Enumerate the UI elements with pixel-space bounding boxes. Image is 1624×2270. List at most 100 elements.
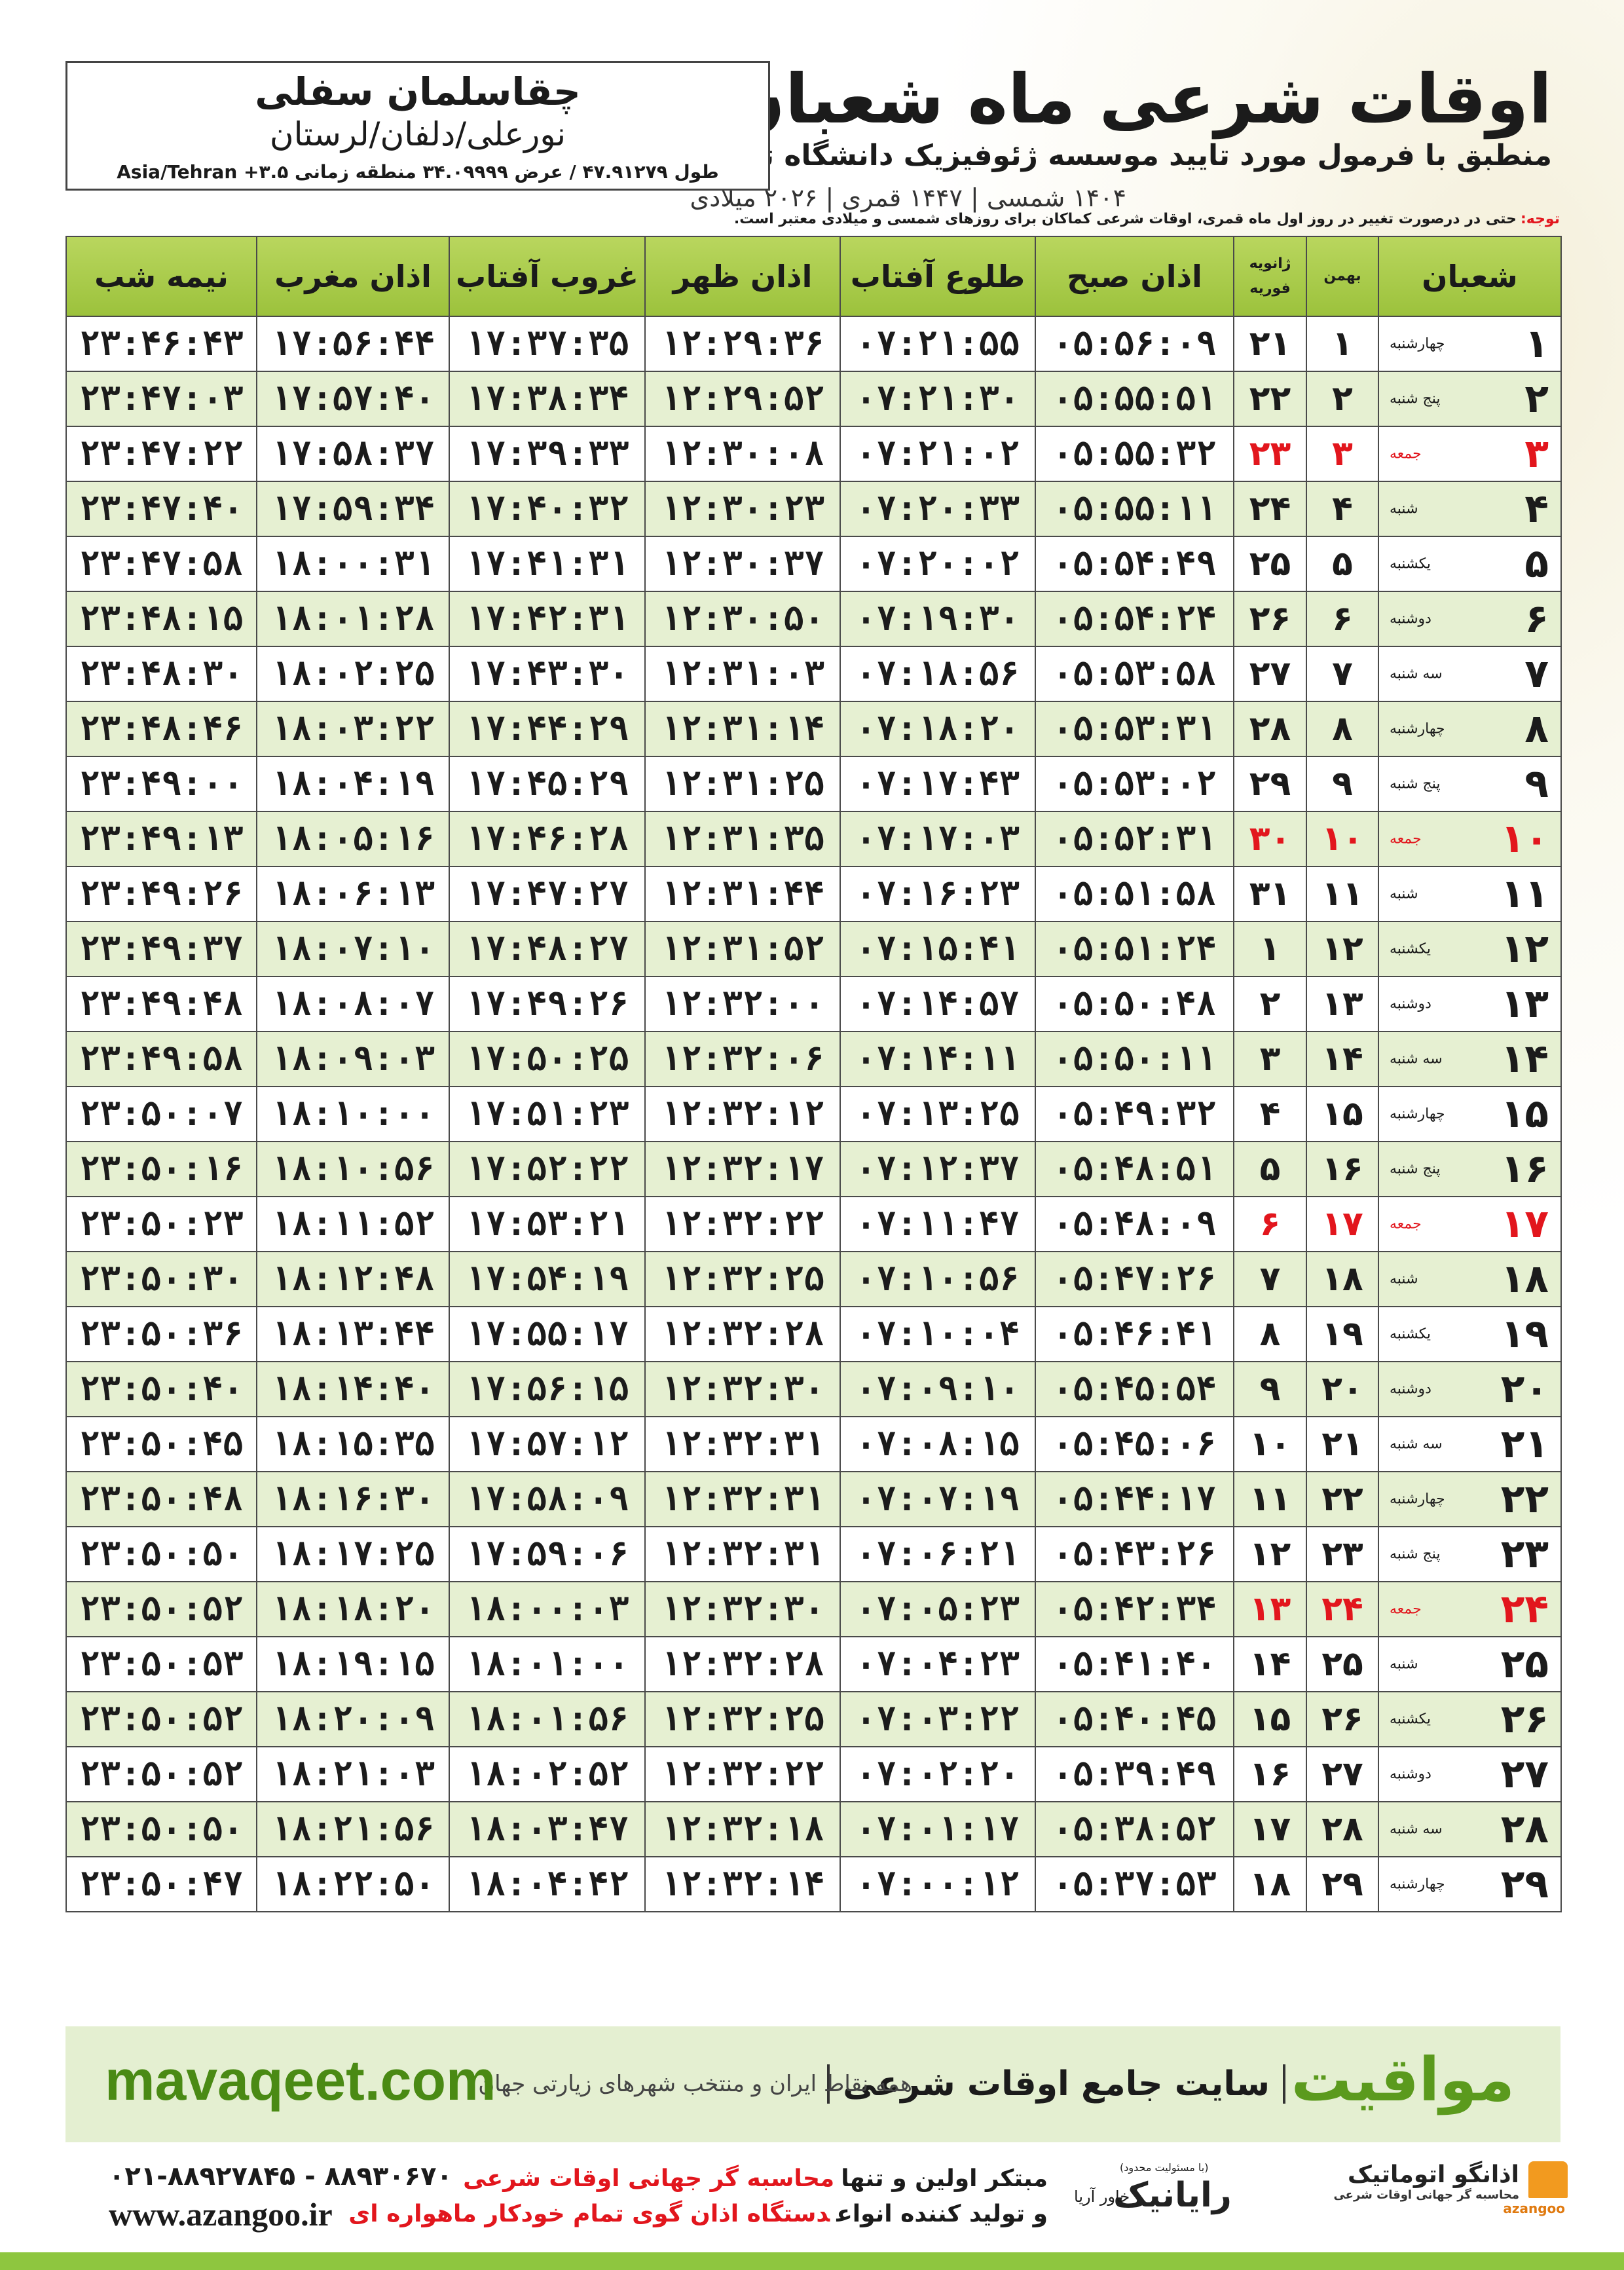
day-cell: ۱۰ جمعه: [1378, 811, 1562, 867]
time-cell: ۲۳:۴۷:۵۸: [65, 536, 257, 592]
day-cell: ۲۹ چهارشنبه: [1378, 1856, 1562, 1912]
time-cell: ۱۲:۳۱:۰۳: [644, 646, 841, 702]
table-row: ۲ پنج شنبه ۲ ۲۲ ۰۵:۵۵:۵۱ ۰۷:۲۱:۳۰ ۱۲:۲۹:۵۲ ۱۷:۳…: [65, 371, 1562, 427]
logo-azangoo: اذانگو اتوماتیک محاسبه گر جهانی اوقات شر…: [1316, 2161, 1568, 2227]
table-row: ۱۵ چهارشنبه ۱۵ ۴ ۰۵:۴۹:۳۲ ۰۷:۱۳:۲۵ ۱۲:۳۲:۱۲ ۱۷:…: [65, 1086, 1562, 1142]
weekday: شنبه: [1390, 1271, 1418, 1288]
day-number: ۲۹: [1500, 1861, 1549, 1907]
table-body: ۱ چهارشنبه ۱ ۲۱ ۰۵:۵۶:۰۹ ۰۷:۲۱:۵۵ ۱۲:۲۹:۳۶ ۱۷:۳…: [65, 316, 1562, 1912]
time-cell: ۰۷:۰۱:۱۷: [840, 1801, 1036, 1857]
time-cell: ۱۸:۰۴:۴۲: [449, 1856, 646, 1912]
date-cell: ۵: [1306, 536, 1379, 592]
time-cell: ۱۸:۰۳:۲۲: [256, 701, 450, 757]
date-cell: ۱۶: [1306, 1141, 1379, 1197]
date-cell: ۱۲: [1233, 1526, 1307, 1582]
time-cell: ۲۳:۵۰:۵۰: [65, 1801, 257, 1857]
table-row: ۲۱ سه شنبه ۲۱ ۱۰ ۰۵:۴۵:۰۶ ۰۷:۰۸:۱۵ ۱۲:۳۲:۳۱ ۱۷:…: [65, 1416, 1562, 1472]
table-row: ۶ دوشنبه ۶ ۲۶ ۰۵:۵۴:۲۴ ۰۷:۱۹:۳۰ ۱۲:۳۰:۵۰ ۱۷:۴۲:…: [65, 591, 1562, 647]
banner: مواقیت سایت جامع اوقات شرعی همه نقاط ایر…: [65, 2026, 1560, 2142]
day-number: ۲۲: [1500, 1476, 1549, 1522]
weekday: پنج شنبه: [1390, 775, 1441, 792]
weekday: شنبه: [1390, 1656, 1418, 1673]
time-cell: ۲۳:۵۰:۴۰: [65, 1361, 257, 1417]
time-cell: ۱۸:۱۰:۰۰: [256, 1086, 450, 1142]
time-cell: ۰۵:۵۱:۵۸: [1035, 866, 1234, 922]
weekday: پنج شنبه: [1390, 1546, 1441, 1563]
time-cell: ۲۳:۵۰:۵۲: [65, 1691, 257, 1747]
date-cell: ۶: [1306, 591, 1379, 647]
day-cell: ۲۵ شنبه: [1378, 1636, 1562, 1692]
time-cell: ۰۷:۱۸:۵۶: [840, 646, 1036, 702]
date-cell: ۲۵: [1233, 536, 1307, 592]
time-cell: ۲۳:۴۸:۴۶: [65, 701, 257, 757]
time-cell: ۰۵:۵۳:۵۸: [1035, 646, 1234, 702]
time-cell: ۲۳:۴۹:۱۳: [65, 811, 257, 867]
table-row: ۷ سه شنبه ۷ ۲۷ ۰۵:۵۳:۵۸ ۰۷:۱۸:۵۶ ۱۲:۳۱:۰۳ ۱۷:۴۳…: [65, 646, 1562, 702]
time-cell: ۱۷:۴۵:۲۹: [449, 756, 646, 812]
time-cell: ۰۵:۴۴:۱۷: [1035, 1471, 1234, 1527]
time-cell: ۰۷:۱۶:۲۳: [840, 866, 1036, 922]
day-number: ۳: [1524, 431, 1549, 477]
weekday: جمعه: [1390, 445, 1422, 462]
date-cell: ۳۰: [1233, 811, 1307, 867]
day-cell: ۱۷ جمعه: [1378, 1196, 1562, 1252]
date-cell: ۲۳: [1306, 1526, 1379, 1582]
time-cell: ۰۷:۰۳:۲۲: [840, 1691, 1036, 1747]
day-number: ۱۸: [1500, 1256, 1549, 1302]
time-cell: ۲۳:۵۰:۰۷: [65, 1086, 257, 1142]
day-number: ۱۱: [1500, 871, 1549, 917]
time-cell: ۲۳:۴۹:۴۸: [65, 976, 257, 1032]
date-cell: ۲۷: [1233, 646, 1307, 702]
time-cell: ۱۸:۲۰:۰۹: [256, 1691, 450, 1747]
date-cell: ۲۱: [1233, 316, 1307, 372]
bottom-bar: [0, 2252, 1624, 2270]
day-cell: ۱۸ شنبه: [1378, 1251, 1562, 1307]
day-number: ۱۵: [1500, 1091, 1549, 1137]
time-cell: ۱۲:۳۱:۴۴: [644, 866, 841, 922]
column-header-line: ژانویه: [1249, 255, 1291, 272]
date-cell: ۱۳: [1306, 976, 1379, 1032]
time-cell: ۲۳:۵۰:۴۵: [65, 1416, 257, 1472]
day-cell: ۱۶ پنج شنبه: [1378, 1141, 1562, 1197]
text: و تولید کننده انواع: [836, 2201, 1048, 2227]
table-row: ۱۴ سه شنبه ۱۴ ۳ ۰۵:۵۰:۱۱ ۰۷:۱۴:۱۱ ۱۲:۳۲:۰۶ ۱۷:۵…: [65, 1031, 1562, 1087]
logo-note: (با مسئولیت محدود): [1120, 2161, 1209, 2174]
day-cell: ۱۹ یکشنبه: [1378, 1306, 1562, 1362]
time-cell: ۱۷:۵۴:۱۹: [449, 1251, 646, 1307]
day-cell: ۲۸ سه شنبه: [1378, 1801, 1562, 1857]
time-cell: ۱۸:۰۷:۱۰: [256, 921, 450, 977]
date-cell: ۲۶: [1233, 591, 1307, 647]
day-cell: ۲۶ یکشنبه: [1378, 1691, 1562, 1747]
date-cell: ۸: [1306, 701, 1379, 757]
date-cell: ۱۳: [1233, 1581, 1307, 1637]
time-cell: ۰۵:۴۹:۳۲: [1035, 1086, 1234, 1142]
time-cell: ۱۷:۴۹:۲۶: [449, 976, 646, 1032]
day-cell: ۱۳ دوشنبه: [1378, 976, 1562, 1032]
day-number: ۱۹: [1500, 1311, 1549, 1357]
time-cell: ۱۸:۰۱:۰۰: [449, 1636, 646, 1692]
time-cell: ۱۸:۲۱:۰۳: [256, 1746, 450, 1802]
time-cell: ۱۲:۳۱:۵۲: [644, 921, 841, 977]
time-cell: ۲۳:۴۹:۵۸: [65, 1031, 257, 1087]
date-cell: ۲۹: [1233, 756, 1307, 812]
time-cell: ۱۸:۰۱:۲۸: [256, 591, 450, 647]
table-row: ۳ جمعه ۳ ۲۳ ۰۵:۵۵:۳۲ ۰۷:۲۱:۰۲ ۱۲:۳۰:۰۸ ۱۷:۳۹:۳۳…: [65, 426, 1562, 482]
time-cell: ۱۸:۰۳:۴۷: [449, 1801, 646, 1857]
time-cell: ۱۸:۱۵:۳۵: [256, 1416, 450, 1472]
time-cell: ۰۷:۰۷:۱۹: [840, 1471, 1036, 1527]
time-cell: ۰۷:۰۲:۲۰: [840, 1746, 1036, 1802]
weekday: چهارشنبه: [1390, 720, 1445, 737]
time-cell: ۲۳:۵۰:۵۲: [65, 1581, 257, 1637]
table-row: ۲۳ پنج شنبه ۲۳ ۱۲ ۰۵:۴۳:۲۶ ۰۷:۰۶:۲۱ ۱۲:۳۲:۳۱ ۱۷…: [65, 1526, 1562, 1582]
time-cell: ۲۳:۵۰:۵۲: [65, 1746, 257, 1802]
day-cell: ۲۳ پنج شنبه: [1378, 1526, 1562, 1582]
time-cell: ۰۵:۵۰:۴۸: [1035, 976, 1234, 1032]
weekday: جمعه: [1390, 1216, 1422, 1233]
table-row: ۱۰ جمعه ۱۰ ۳۰ ۰۵:۵۲:۳۱ ۰۷:۱۷:۰۳ ۱۲:۳۱:۳۵ ۱۷:۴۶:…: [65, 811, 1562, 867]
date-cell: ۲۹: [1306, 1856, 1379, 1912]
time-cell: ۰۷:۰۸:۱۵: [840, 1416, 1036, 1472]
note-label: توجه:: [1520, 211, 1560, 227]
time-cell: ۰۷:۲۱:۵۵: [840, 316, 1036, 372]
day-cell: ۲۴ جمعه: [1378, 1581, 1562, 1637]
column-header: اذان مغرب: [256, 236, 450, 317]
